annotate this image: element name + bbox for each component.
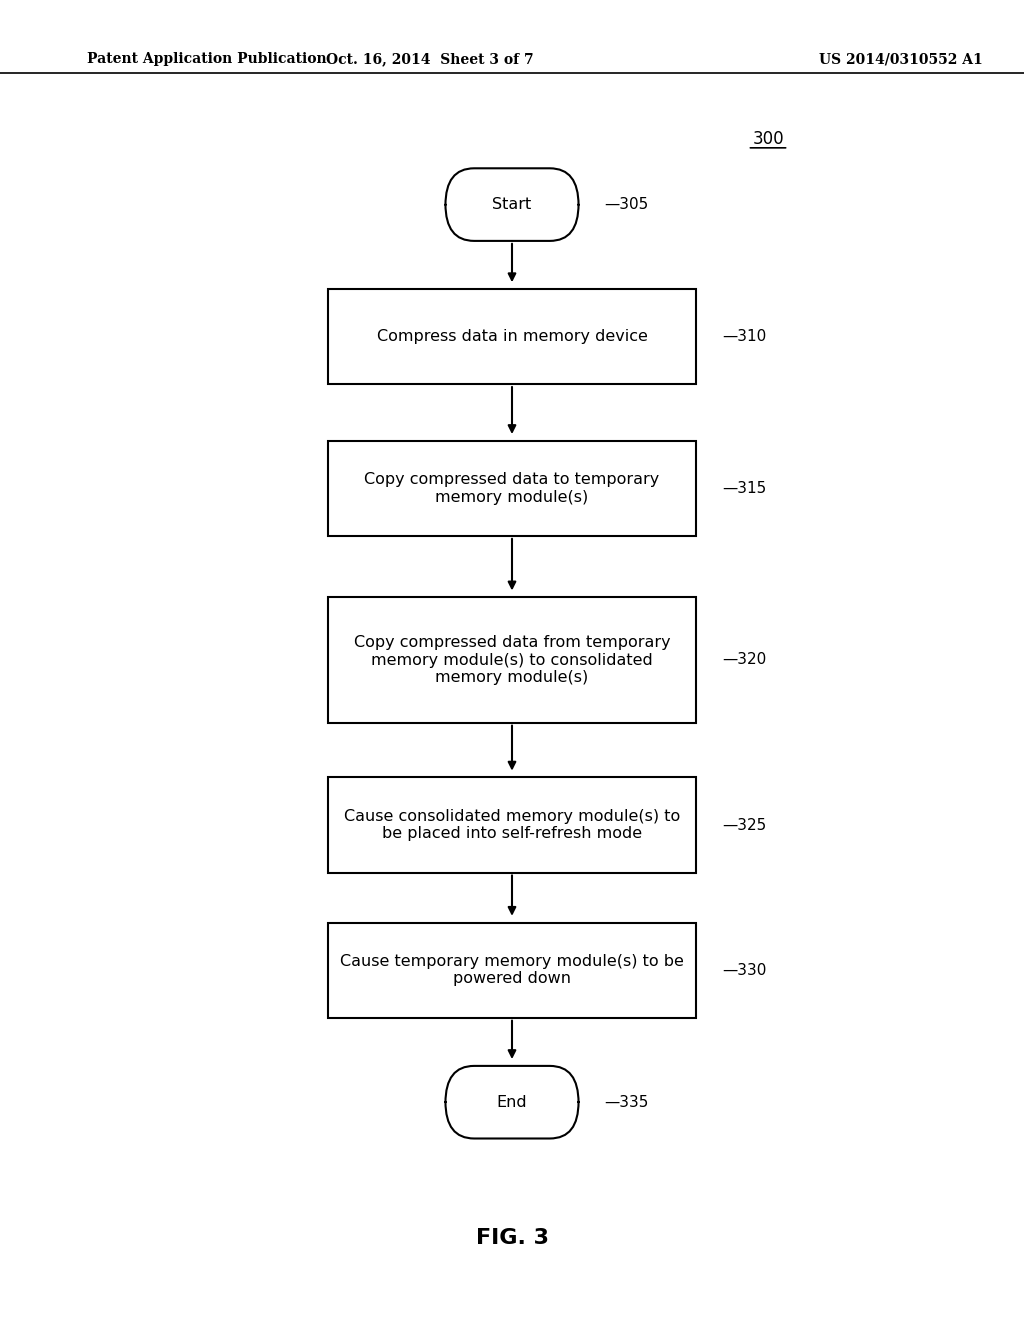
Text: Copy compressed data from temporary
memory module(s) to consolidated
memory modu: Copy compressed data from temporary memo… — [353, 635, 671, 685]
Text: End: End — [497, 1094, 527, 1110]
Text: Copy compressed data to temporary
memory module(s): Copy compressed data to temporary memory… — [365, 473, 659, 504]
FancyBboxPatch shape — [445, 168, 579, 242]
Text: Cause consolidated memory module(s) to
be placed into self-refresh mode: Cause consolidated memory module(s) to b… — [344, 809, 680, 841]
Text: Oct. 16, 2014  Sheet 3 of 7: Oct. 16, 2014 Sheet 3 of 7 — [327, 53, 534, 66]
FancyBboxPatch shape — [328, 923, 696, 1018]
Text: —335: —335 — [604, 1094, 648, 1110]
FancyBboxPatch shape — [328, 289, 696, 384]
FancyBboxPatch shape — [328, 777, 696, 873]
FancyBboxPatch shape — [445, 1067, 579, 1138]
Text: Compress data in memory device: Compress data in memory device — [377, 329, 647, 345]
Text: Start: Start — [493, 197, 531, 213]
FancyBboxPatch shape — [328, 441, 696, 536]
Text: —330: —330 — [722, 962, 766, 978]
Text: —325: —325 — [722, 817, 766, 833]
Text: US 2014/0310552 A1: US 2014/0310552 A1 — [819, 53, 983, 66]
Text: —320: —320 — [722, 652, 766, 668]
Text: 300: 300 — [753, 129, 783, 148]
Text: —315: —315 — [722, 480, 766, 496]
FancyBboxPatch shape — [328, 597, 696, 722]
Text: FIG. 3: FIG. 3 — [475, 1228, 549, 1249]
Text: —305: —305 — [604, 197, 648, 213]
Text: Cause temporary memory module(s) to be
powered down: Cause temporary memory module(s) to be p… — [340, 954, 684, 986]
Text: —310: —310 — [722, 329, 766, 345]
Text: Patent Application Publication: Patent Application Publication — [87, 53, 327, 66]
